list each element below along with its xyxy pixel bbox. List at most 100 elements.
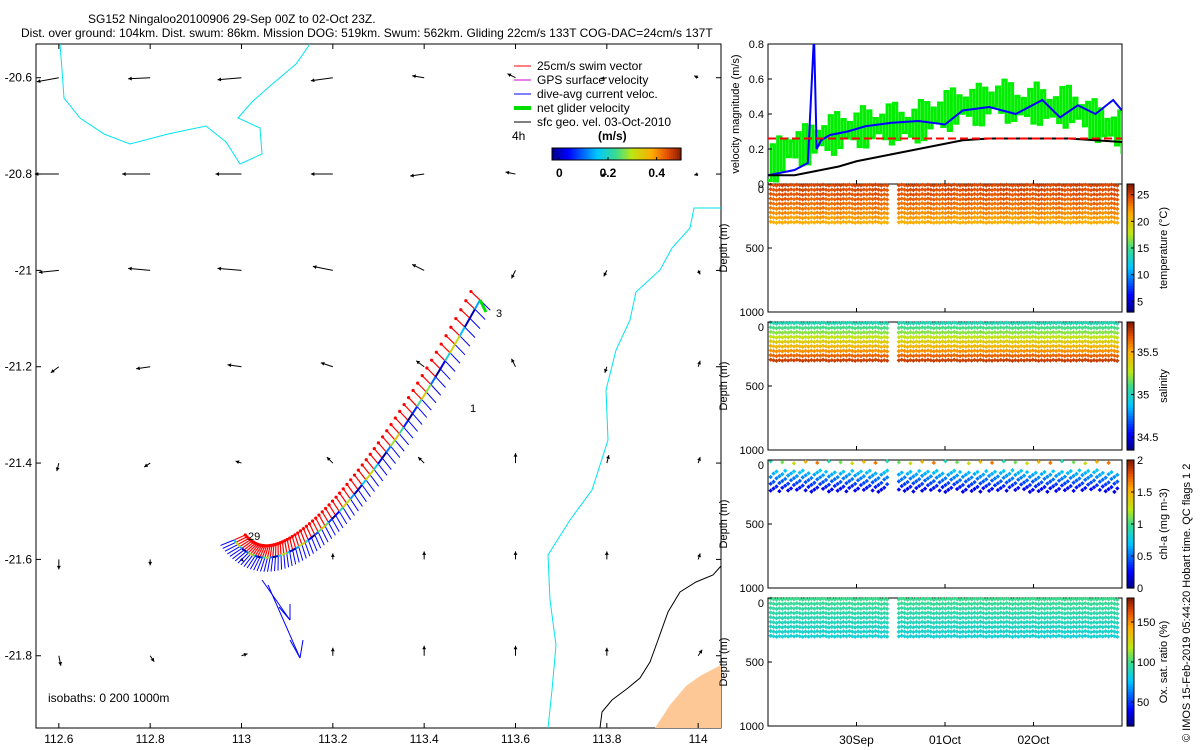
profile-sample	[774, 358, 779, 363]
profile-sample	[954, 334, 960, 340]
profile-sample	[905, 202, 910, 207]
profile-sample	[844, 187, 849, 193]
profile-sample	[1097, 472, 1103, 478]
profile-sample	[946, 353, 951, 358]
section-colorbar-swatch	[1127, 210, 1134, 214]
profile-sample	[946, 619, 951, 625]
profile-sample	[812, 187, 817, 193]
profile-sample	[1033, 484, 1038, 489]
profile-sample	[1094, 634, 1100, 639]
section-colorbar-swatch	[1127, 686, 1134, 690]
profile-sample	[966, 325, 971, 330]
profile-sample	[768, 601, 773, 606]
profile-sample	[829, 624, 835, 630]
profile-sample	[969, 488, 974, 494]
profile-sample	[1051, 205, 1056, 211]
profile-sample	[847, 334, 852, 339]
profile-sample	[873, 357, 878, 362]
sfc-geo-arrowhead	[697, 553, 701, 558]
profile-sample	[838, 358, 843, 363]
profile-sample	[835, 615, 840, 620]
profile-sample	[1112, 325, 1117, 330]
profile-sample	[788, 196, 794, 201]
profile-sample	[1056, 619, 1062, 625]
profile-sample	[800, 483, 805, 488]
profile-sample	[780, 192, 785, 198]
profile-sample	[1100, 611, 1105, 616]
profile-sample	[1010, 611, 1015, 616]
profile-sample	[1103, 215, 1108, 220]
profile-sample	[780, 606, 785, 612]
profile-sample	[861, 187, 867, 192]
dac-vector	[234, 551, 247, 562]
profile-sample	[780, 335, 785, 340]
profile-sample	[949, 601, 954, 607]
profile-sample	[1010, 340, 1015, 345]
profile-sample	[989, 325, 995, 331]
profile-sample	[823, 206, 829, 211]
profile-sample	[981, 353, 986, 358]
profile-sample	[1001, 330, 1006, 335]
profile-sample	[963, 192, 969, 198]
profile-sample	[1083, 334, 1088, 339]
profile-sample	[966, 601, 971, 606]
profile-sample	[844, 183, 849, 188]
profile-sample	[989, 620, 995, 625]
profile-sample	[806, 187, 811, 193]
profile-sample	[806, 620, 811, 625]
profile-sample	[1065, 615, 1070, 620]
profile-sample	[943, 615, 948, 621]
profile-sample	[844, 611, 849, 616]
profile-sample	[1088, 611, 1094, 616]
profile-sample	[797, 358, 802, 363]
profile-sample	[978, 481, 983, 486]
profile-sample	[797, 596, 802, 602]
profile-sample	[1100, 353, 1105, 359]
section-colorbar-swatch	[1127, 442, 1134, 446]
profile-sample	[884, 211, 890, 216]
track-segment	[292, 547, 297, 551]
profile-sample	[812, 597, 817, 602]
profile-sample	[998, 343, 1003, 349]
profile-sample	[815, 619, 820, 625]
profile-sample	[992, 215, 998, 220]
profile-sample	[852, 629, 858, 635]
profile-sample	[1103, 475, 1108, 480]
profile-sample	[995, 606, 1001, 611]
profile-sample	[960, 187, 966, 192]
profile-sample	[1013, 330, 1018, 335]
profile-sample	[1094, 206, 1100, 211]
profile-sample	[777, 601, 782, 606]
profile-sample	[911, 330, 916, 336]
profile-sample	[783, 191, 788, 197]
profile-sample	[1109, 601, 1114, 606]
profile-sample	[785, 344, 791, 349]
profile-sample	[1062, 597, 1068, 602]
profile-sample	[1042, 192, 1047, 198]
profile-sample	[937, 597, 942, 602]
profile-sample	[794, 214, 800, 220]
profile-sample	[925, 624, 931, 629]
section-colorbar-swatch	[1127, 237, 1134, 241]
profile-sample	[1021, 220, 1027, 225]
profile-sample	[943, 489, 948, 495]
profile-sample	[992, 210, 998, 215]
profile-sample	[986, 473, 992, 479]
profile-sample	[902, 624, 907, 630]
profile-sample	[803, 334, 808, 340]
profile-sample	[817, 330, 823, 335]
profile-sample	[1039, 339, 1044, 344]
profile-sample	[1010, 192, 1015, 198]
profile-sample	[1013, 460, 1018, 465]
profile-sample	[1077, 610, 1082, 615]
profile-sample	[1115, 183, 1120, 188]
profile-sample	[1085, 620, 1091, 625]
profile-sample	[954, 201, 960, 206]
profile-sample	[1007, 353, 1012, 358]
profile-sample	[867, 187, 872, 192]
profile-sample	[1056, 343, 1062, 349]
profile-sample	[1088, 634, 1094, 639]
profile-sample	[838, 629, 843, 635]
profile-sample	[861, 619, 867, 625]
profile-sample	[800, 344, 805, 350]
